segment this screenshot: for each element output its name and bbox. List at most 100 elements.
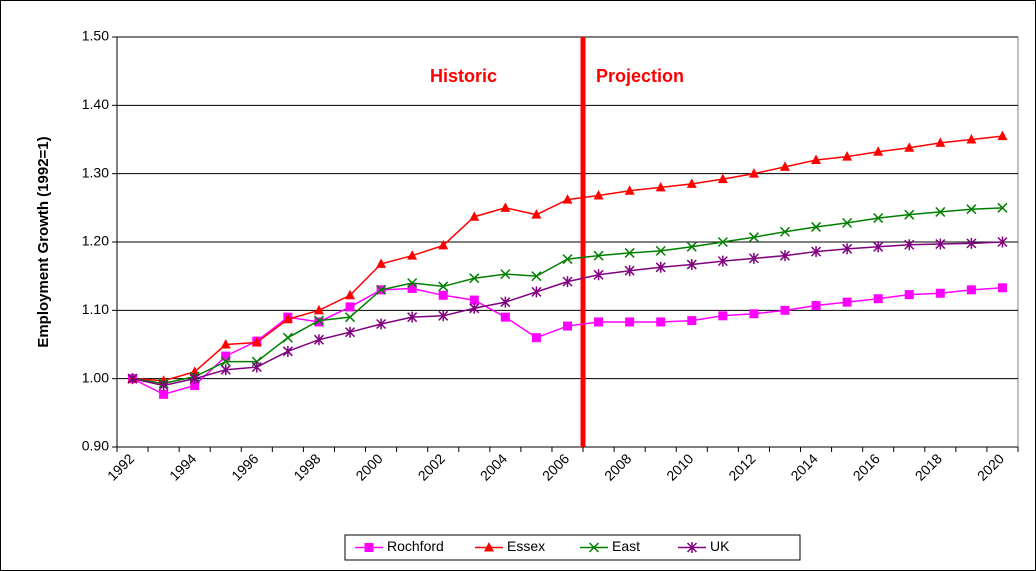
marker (966, 237, 977, 249)
marker (811, 221, 822, 232)
marker (873, 213, 884, 224)
marker (407, 277, 418, 289)
marker (748, 232, 759, 243)
marker (282, 313, 293, 324)
marker (345, 289, 356, 300)
marker (407, 250, 418, 260)
marker (588, 542, 600, 553)
marker (997, 202, 1008, 213)
marker (500, 269, 511, 280)
marker (251, 336, 262, 347)
marker (407, 283, 417, 293)
marker (127, 373, 138, 385)
marker (779, 226, 791, 237)
marker (313, 315, 324, 326)
marker (935, 206, 946, 217)
marker (593, 269, 604, 281)
marker (158, 380, 169, 391)
legend-label: East (612, 538, 640, 554)
marker (873, 241, 884, 253)
marker (842, 297, 852, 307)
marker (344, 326, 356, 338)
marker (624, 247, 635, 258)
marker (935, 137, 946, 147)
legend-label: UK (710, 538, 730, 554)
marker (624, 265, 635, 277)
legend-label: Essex (507, 538, 545, 554)
marker (189, 373, 200, 385)
marker (159, 389, 169, 399)
marker (438, 281, 449, 292)
marker (594, 317, 604, 327)
marker (780, 305, 790, 315)
marker (282, 345, 293, 357)
marker (686, 241, 697, 252)
marker (718, 311, 728, 321)
marker (717, 173, 728, 184)
marker (624, 185, 635, 195)
marker (655, 181, 666, 192)
marker (438, 310, 449, 322)
marker (469, 211, 480, 221)
marker (873, 146, 884, 156)
marker (500, 296, 511, 308)
marker (282, 332, 293, 343)
marker (748, 168, 759, 178)
marker (469, 273, 480, 284)
marker (376, 258, 387, 268)
y-axis-title: Employment Growth (1992=1) (35, 136, 52, 347)
marker (779, 161, 790, 171)
marker (717, 236, 728, 248)
marker (500, 312, 510, 322)
marker (842, 151, 853, 161)
y-tick-label: 1.50 (82, 28, 109, 44)
y-tick-label: 0.90 (82, 438, 109, 454)
marker (686, 178, 697, 188)
marker (904, 142, 915, 152)
marker (313, 334, 324, 346)
y-tick-label: 1.30 (82, 164, 109, 180)
marker (779, 250, 791, 262)
marker (364, 543, 374, 552)
marker (904, 209, 915, 220)
y-tick-label: 1.40 (82, 96, 109, 112)
marker (531, 271, 542, 282)
marker (220, 356, 231, 367)
marker (531, 209, 542, 219)
marker (190, 381, 200, 390)
marker (313, 304, 324, 315)
marker (717, 255, 728, 267)
marker (966, 134, 977, 144)
marker (500, 202, 511, 212)
marker (997, 283, 1007, 293)
marker (904, 239, 915, 251)
marker (625, 317, 635, 327)
marker (749, 309, 759, 319)
marker (344, 312, 356, 323)
marker (438, 239, 449, 250)
marker (655, 261, 666, 273)
marker (811, 154, 822, 164)
marker (593, 190, 604, 200)
marker (997, 236, 1008, 248)
annotation: Projection (596, 66, 684, 86)
marker (469, 302, 480, 314)
marker (562, 194, 573, 204)
marker (997, 130, 1008, 141)
marker (656, 317, 666, 327)
marker (345, 302, 355, 312)
marker (966, 204, 977, 215)
y-tick-label: 1.10 (82, 301, 109, 317)
marker (842, 243, 853, 255)
marker (966, 285, 976, 295)
legend-label: Rochford (387, 538, 444, 554)
marker (376, 318, 387, 330)
marker (686, 542, 698, 553)
marker (935, 288, 945, 298)
marker (531, 333, 541, 343)
marker (251, 361, 262, 373)
marker (563, 321, 572, 331)
marker (376, 284, 387, 295)
marker (314, 317, 324, 327)
